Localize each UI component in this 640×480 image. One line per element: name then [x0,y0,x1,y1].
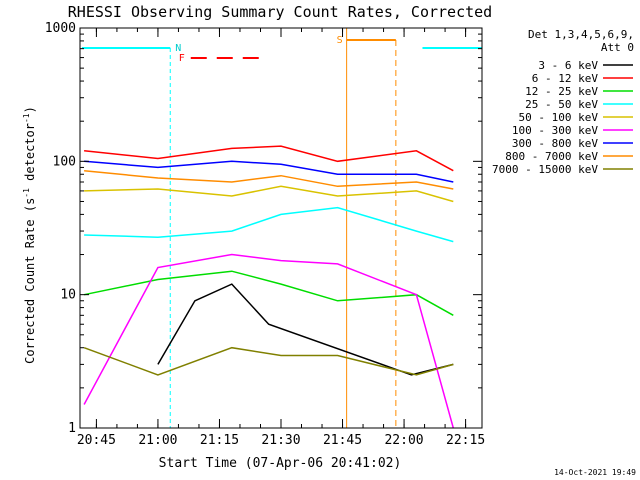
plot-marks: NF S [82,28,483,429]
x-tick-label: 21:00 [138,433,177,448]
x-axis-label: Start Time (07-Apr-06 20:41:02) [159,456,402,471]
series-line [83,270,454,316]
y-tick-label: 100 [53,154,76,169]
series-line [84,185,454,203]
series-line [84,160,454,183]
saa-label: S [337,35,343,46]
y-axis-label-part: detector [23,123,37,188]
legend-entry-label: 50 - 100 keV [519,111,599,124]
legend-header: Det 1,3,4,5,6,9, [528,28,634,41]
y-axis-label-part: ) [23,106,37,113]
x-tick-label: 21:15 [200,433,239,448]
x-axis: 20:45 21:00 21:15 21:30 21:45 22:00 22:15 [77,28,485,448]
legend-entry-label: 6 - 12 keV [532,72,599,85]
legend-header: Att 0 [601,41,634,54]
series-line [84,145,454,172]
chart-title: RHESSI Observing Summary Count Rates, Co… [68,3,492,21]
x-tick-label: 21:45 [323,433,362,448]
x-tick-label: 20:45 [77,433,116,448]
series-line [157,283,454,376]
series-line [83,346,454,376]
footer-timestamp: 14-Oct-2021 19:49 [554,468,636,477]
legend-entry-label: 12 - 25 keV [525,85,598,98]
series-line [84,169,454,190]
legend-entry-label: 300 - 800 keV [512,137,598,150]
y-tick-label: 1 [68,421,76,436]
y-tick-label: 10 [60,288,76,303]
legend-entry-label: 7000 - 15000 keV [492,163,598,176]
x-tick-label: 21:30 [261,433,300,448]
y-axis-label-sup: -1 [22,188,31,198]
y-axis-label-part: Corrected Count Rate (s [23,198,37,364]
series-line [84,206,454,243]
legend-entry-label: 100 - 300 keV [512,124,598,137]
x-tick-label: 22:15 [446,433,485,448]
x-tick-label: 22:00 [384,433,423,448]
night-label: N [175,43,181,54]
legend-entry-label: 800 - 7000 keV [505,150,598,163]
y-tick-label: 1000 [45,21,76,36]
flag-label: F [179,53,185,64]
y-axis-label-sup: -1 [22,113,31,123]
legend-entry-label: 25 - 50 keV [525,98,598,111]
series-line [83,253,455,429]
y-axis: 1 10 100 1000 [45,21,482,436]
y-axis-label: Corrected Count Rate (s-1 detector-1) [22,106,37,364]
legend-entry-label: 3 - 6 keV [538,59,598,72]
